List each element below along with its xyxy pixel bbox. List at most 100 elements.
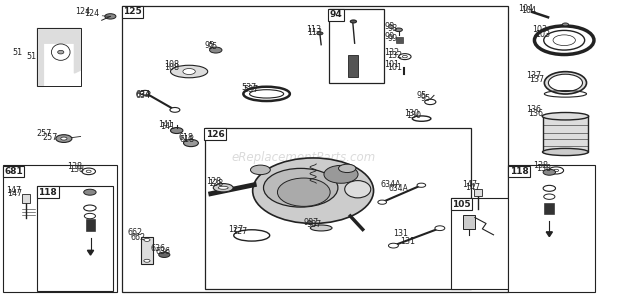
Text: 101: 101 <box>388 63 402 72</box>
Ellipse shape <box>170 65 208 78</box>
Circle shape <box>159 252 170 257</box>
Ellipse shape <box>253 158 373 224</box>
Text: 113: 113 <box>306 25 321 34</box>
Text: 108: 108 <box>164 63 179 72</box>
Ellipse shape <box>213 184 233 192</box>
Text: 136: 136 <box>528 109 543 118</box>
Ellipse shape <box>544 72 587 94</box>
Text: 537: 537 <box>242 83 257 92</box>
Text: 118: 118 <box>510 167 528 176</box>
Circle shape <box>170 128 183 134</box>
Text: 987: 987 <box>304 218 319 227</box>
Bar <box>474 189 482 196</box>
Text: 104: 104 <box>518 4 533 13</box>
Text: 257: 257 <box>42 133 58 142</box>
Circle shape <box>339 164 356 173</box>
Circle shape <box>395 28 402 32</box>
Text: 94: 94 <box>330 10 343 19</box>
Text: 99: 99 <box>388 34 398 43</box>
Bar <box>329 9 384 83</box>
Text: 99: 99 <box>384 32 395 41</box>
Bar <box>37 28 81 86</box>
Text: 257: 257 <box>36 129 51 138</box>
Text: 130: 130 <box>406 111 421 120</box>
Circle shape <box>84 189 96 195</box>
Text: 132: 132 <box>384 48 399 57</box>
Text: 108: 108 <box>164 60 179 69</box>
Text: 147: 147 <box>462 180 477 189</box>
Text: 118: 118 <box>38 188 57 197</box>
Circle shape <box>210 47 222 53</box>
Bar <box>348 55 358 77</box>
Text: 138: 138 <box>536 164 551 173</box>
Text: 127: 127 <box>228 225 244 234</box>
Text: 95: 95 <box>208 42 218 51</box>
Ellipse shape <box>542 148 588 156</box>
Text: 128: 128 <box>206 177 221 186</box>
Text: 132: 132 <box>388 51 402 60</box>
Polygon shape <box>546 232 552 237</box>
Circle shape <box>140 90 150 95</box>
Text: 138: 138 <box>67 162 82 171</box>
Text: 124: 124 <box>76 7 91 16</box>
Circle shape <box>61 137 67 140</box>
Text: 537: 537 <box>243 86 259 94</box>
Polygon shape <box>87 250 94 255</box>
Text: 104: 104 <box>521 6 536 15</box>
Circle shape <box>105 14 116 19</box>
Ellipse shape <box>549 74 583 91</box>
Text: 137: 137 <box>529 75 544 84</box>
Text: 51: 51 <box>12 48 22 57</box>
Bar <box>37 186 113 291</box>
Bar <box>544 203 554 214</box>
Ellipse shape <box>345 181 371 198</box>
Circle shape <box>389 243 399 248</box>
Text: 125: 125 <box>123 7 142 16</box>
Text: 634: 634 <box>135 91 150 100</box>
Circle shape <box>378 200 386 204</box>
Text: 136: 136 <box>526 105 541 114</box>
Bar <box>396 37 403 43</box>
Ellipse shape <box>58 50 64 54</box>
Text: 147: 147 <box>7 189 22 198</box>
Text: 618: 618 <box>179 133 193 142</box>
Text: 127: 127 <box>232 227 248 236</box>
Circle shape <box>317 32 323 35</box>
Text: 98: 98 <box>384 22 394 31</box>
Circle shape <box>350 20 356 23</box>
Text: 662: 662 <box>127 228 142 237</box>
Text: 138: 138 <box>533 161 548 170</box>
Text: 95: 95 <box>417 91 427 100</box>
Circle shape <box>184 139 198 147</box>
Ellipse shape <box>278 178 330 207</box>
Ellipse shape <box>218 186 228 189</box>
Ellipse shape <box>51 44 70 60</box>
Text: 618: 618 <box>180 135 195 144</box>
Circle shape <box>183 69 195 74</box>
Text: 95: 95 <box>420 94 431 103</box>
Circle shape <box>553 35 575 46</box>
Text: 634A: 634A <box>388 184 408 193</box>
Bar <box>463 215 475 229</box>
Text: 101: 101 <box>384 60 399 69</box>
Text: 634A: 634A <box>381 180 401 189</box>
Circle shape <box>144 259 150 262</box>
Text: 51: 51 <box>26 52 36 61</box>
Bar <box>3 165 117 292</box>
Text: 98: 98 <box>388 24 397 33</box>
Text: 636: 636 <box>150 244 165 253</box>
Bar <box>542 116 588 152</box>
Bar <box>122 6 508 292</box>
Bar <box>86 219 95 231</box>
Ellipse shape <box>249 90 284 98</box>
Ellipse shape <box>324 165 358 183</box>
Circle shape <box>435 226 445 231</box>
Text: 141: 141 <box>160 122 175 131</box>
Text: 141: 141 <box>158 120 173 129</box>
Circle shape <box>250 165 270 175</box>
Circle shape <box>417 183 426 187</box>
Text: 103: 103 <box>535 30 550 39</box>
Text: 987: 987 <box>306 220 322 229</box>
Text: 147: 147 <box>465 183 480 192</box>
Text: 138: 138 <box>69 165 84 174</box>
